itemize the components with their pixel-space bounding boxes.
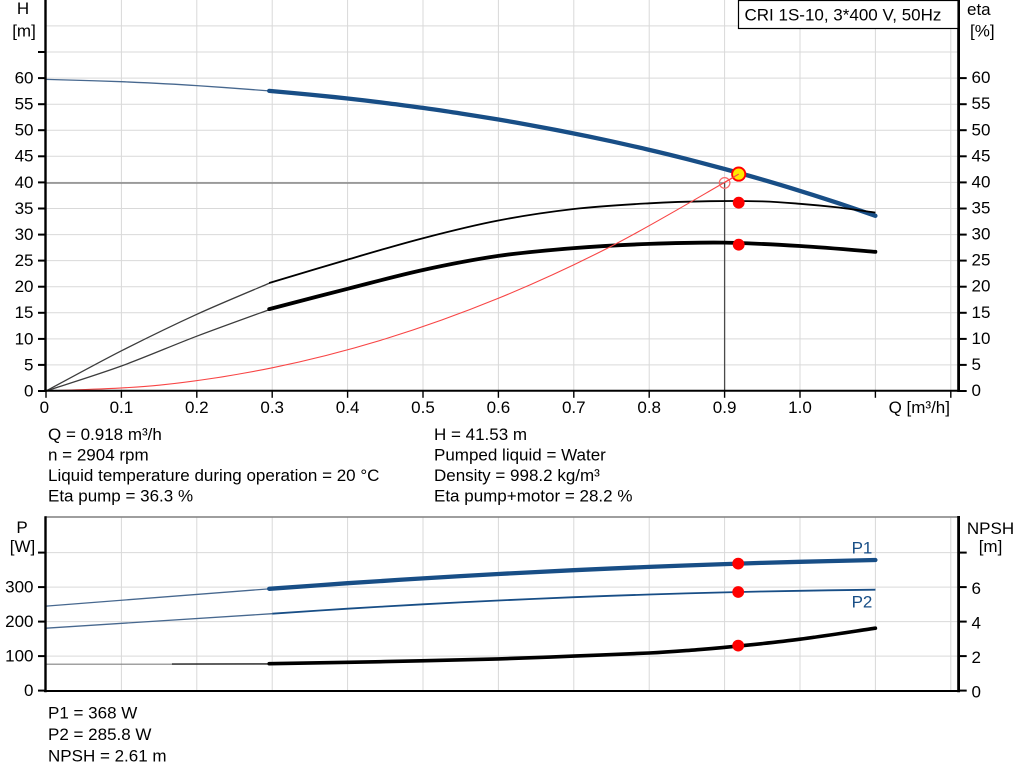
svg-text:55: 55: [15, 95, 34, 114]
svg-text:Eta pump = 36.3 %: Eta pump = 36.3 %: [48, 487, 193, 506]
svg-text:[m]: [m]: [12, 22, 36, 41]
svg-text:60: 60: [15, 69, 34, 88]
svg-text:50: 50: [972, 120, 991, 139]
svg-text:0.2: 0.2: [185, 398, 209, 417]
svg-text:0.5: 0.5: [411, 398, 435, 417]
svg-text:[m]: [m]: [979, 537, 1003, 556]
svg-text:0: 0: [24, 381, 33, 400]
svg-text:P1: P1: [852, 539, 873, 558]
svg-text:Pumped liquid = Water: Pumped liquid = Water: [434, 446, 606, 465]
svg-text:0.8: 0.8: [637, 398, 661, 417]
svg-text:NPSH: NPSH: [967, 519, 1014, 538]
svg-text:200: 200: [5, 612, 33, 631]
svg-text:0: 0: [24, 681, 33, 700]
svg-text:1.0: 1.0: [788, 398, 812, 417]
svg-text:40: 40: [15, 173, 34, 192]
svg-text:55: 55: [972, 94, 991, 113]
svg-text:15: 15: [15, 303, 34, 322]
svg-text:eta: eta: [967, 0, 991, 19]
svg-text:H: H: [17, 0, 29, 18]
svg-text:Q [m³/h]: Q [m³/h]: [889, 398, 950, 417]
svg-text:0: 0: [972, 381, 981, 400]
svg-text:60: 60: [972, 68, 991, 87]
svg-text:Liquid temperature during oper: Liquid temperature during operation = 20…: [48, 466, 379, 485]
svg-text:P2 = 285.8 W: P2 = 285.8 W: [48, 725, 151, 744]
svg-text:20: 20: [15, 277, 34, 296]
svg-text:25: 25: [15, 251, 34, 270]
svg-text:35: 35: [972, 198, 991, 217]
svg-text:0: 0: [972, 683, 981, 702]
svg-text:n = 2904 rpm: n = 2904 rpm: [48, 446, 149, 465]
svg-text:0: 0: [40, 398, 49, 417]
svg-text:30: 30: [972, 225, 991, 244]
svg-text:0.7: 0.7: [562, 398, 586, 417]
svg-text:Density = 998.2 kg/m³: Density = 998.2 kg/m³: [434, 466, 600, 485]
svg-text:P2: P2: [852, 593, 873, 612]
svg-text:5: 5: [24, 355, 33, 374]
svg-text:45: 45: [15, 147, 34, 166]
svg-text:25: 25: [972, 251, 991, 270]
svg-text:NPSH = 2.61 m: NPSH = 2.61 m: [48, 746, 167, 765]
svg-text:CRI 1S-10, 3*400 V, 50Hz: CRI 1S-10, 3*400 V, 50Hz: [745, 6, 942, 25]
svg-text:Eta pump+motor = 28.2 %: Eta pump+motor = 28.2 %: [434, 487, 632, 506]
svg-text:P1 = 368 W: P1 = 368 W: [48, 703, 137, 722]
svg-text:[W]: [W]: [10, 537, 36, 556]
svg-text:[%]: [%]: [970, 22, 995, 41]
svg-text:40: 40: [972, 172, 991, 191]
svg-text:10: 10: [972, 329, 991, 348]
svg-text:0.6: 0.6: [487, 398, 511, 417]
svg-text:300: 300: [5, 578, 33, 597]
svg-text:10: 10: [15, 329, 34, 348]
svg-text:2: 2: [972, 648, 981, 667]
svg-text:20: 20: [972, 277, 991, 296]
svg-text:5: 5: [972, 355, 981, 374]
svg-text:30: 30: [15, 225, 34, 244]
svg-text:50: 50: [15, 121, 34, 140]
svg-text:6: 6: [972, 579, 981, 598]
svg-text:0.1: 0.1: [110, 398, 134, 417]
svg-text:P: P: [16, 518, 27, 537]
svg-text:0.4: 0.4: [336, 398, 360, 417]
svg-text:100: 100: [5, 647, 33, 666]
svg-text:4: 4: [972, 614, 981, 633]
svg-text:Q = 0.918 m³/h: Q = 0.918 m³/h: [48, 425, 162, 444]
svg-text:0.3: 0.3: [260, 398, 284, 417]
svg-text:0.9: 0.9: [713, 398, 737, 417]
svg-text:45: 45: [972, 146, 991, 165]
svg-text:35: 35: [15, 199, 34, 218]
svg-text:H = 41.53 m: H = 41.53 m: [434, 425, 527, 444]
svg-text:15: 15: [972, 303, 991, 322]
